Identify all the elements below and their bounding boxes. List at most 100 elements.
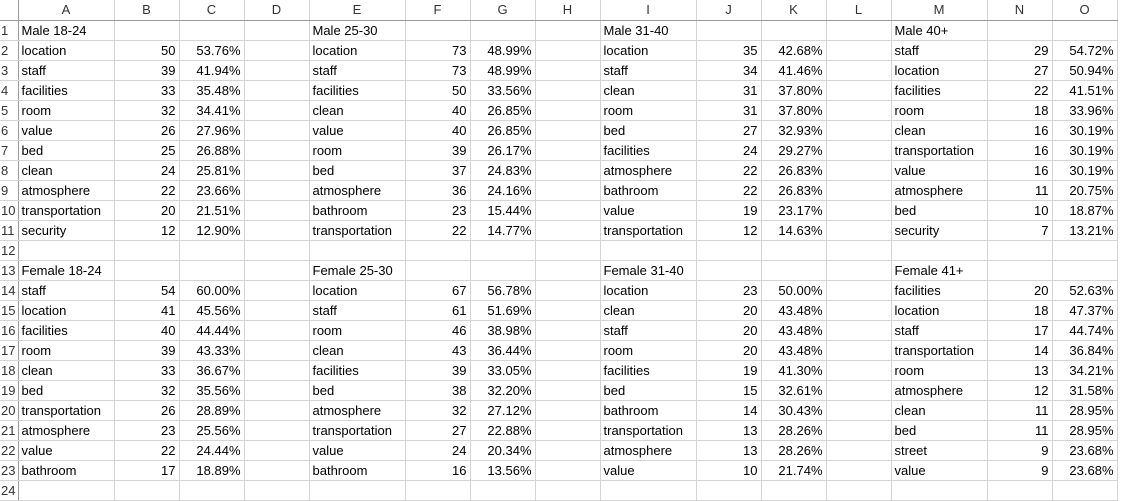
cell-b16[interactable]: 40 [114,320,180,341]
cell-n1[interactable] [987,20,1053,41]
cell-f19[interactable]: 38 [405,380,471,401]
cell-k6[interactable]: 32.93% [761,120,827,141]
cell-e11[interactable]: transportation [309,220,406,241]
cell-d2[interactable] [244,40,310,61]
cell-n4[interactable]: 22 [987,80,1053,101]
cell-a24[interactable] [18,480,115,501]
column-header-k[interactable]: K [761,0,827,21]
cell-f14[interactable]: 67 [405,280,471,301]
cell-i2[interactable]: location [600,40,697,61]
cell-o7[interactable]: 30.19% [1052,140,1118,161]
cell-b21[interactable]: 23 [114,420,180,441]
cell-e10[interactable]: bathroom [309,200,406,221]
cell-k3[interactable]: 41.46% [761,60,827,81]
column-header-i[interactable]: I [600,0,697,21]
row-header[interactable]: 18 [0,360,19,381]
cell-o24[interactable] [1052,480,1118,501]
row-header[interactable]: 10 [0,200,19,221]
cell-n7[interactable]: 16 [987,140,1053,161]
cell-l6[interactable] [826,120,892,141]
row-header[interactable]: 6 [0,120,19,141]
cell-g20[interactable]: 27.12% [470,400,536,421]
cell-d19[interactable] [244,380,310,401]
cell-k12[interactable] [761,240,827,261]
cell-h18[interactable] [535,360,601,381]
cell-b13[interactable] [114,260,180,281]
cell-l12[interactable] [826,240,892,261]
cell-f11[interactable]: 22 [405,220,471,241]
cell-j12[interactable] [696,240,762,261]
cell-l3[interactable] [826,60,892,81]
column-header-e[interactable]: E [309,0,406,21]
cell-h16[interactable] [535,320,601,341]
cell-h24[interactable] [535,480,601,501]
cell-n22[interactable]: 9 [987,440,1053,461]
cell-b1[interactable] [114,20,180,41]
cell-c24[interactable] [179,480,245,501]
cell-g4[interactable]: 33.56% [470,80,536,101]
cell-b8[interactable]: 24 [114,160,180,181]
cell-e23[interactable]: bathroom [309,460,406,481]
cell-e16[interactable]: room [309,320,406,341]
cell-l4[interactable] [826,80,892,101]
cell-c6[interactable]: 27.96% [179,120,245,141]
cell-b20[interactable]: 26 [114,400,180,421]
cell-g6[interactable]: 26.85% [470,120,536,141]
row-header[interactable]: 11 [0,220,19,241]
row-header[interactable]: 23 [0,460,19,481]
cell-d3[interactable] [244,60,310,81]
cell-e2[interactable]: location [309,40,406,61]
cell-e15[interactable]: staff [309,300,406,321]
row-header[interactable]: 17 [0,340,19,361]
cell-i9[interactable]: bathroom [600,180,697,201]
column-header-j[interactable]: J [696,0,762,21]
cell-f17[interactable]: 43 [405,340,471,361]
cell-i8[interactable]: atmosphere [600,160,697,181]
cell-l13[interactable] [826,260,892,281]
cell-g15[interactable]: 51.69% [470,300,536,321]
cell-f13[interactable] [405,260,471,281]
cell-e22[interactable]: value [309,440,406,461]
cell-c10[interactable]: 21.51% [179,200,245,221]
cell-i11[interactable]: transportation [600,220,697,241]
cell-l11[interactable] [826,220,892,241]
cell-h19[interactable] [535,380,601,401]
cell-g1[interactable] [470,20,536,41]
cell-m7[interactable]: transportation [891,140,988,161]
cell-j18[interactable]: 19 [696,360,762,381]
row-header[interactable]: 13 [0,260,19,281]
cell-d14[interactable] [244,280,310,301]
cell-j19[interactable]: 15 [696,380,762,401]
cell-f22[interactable]: 24 [405,440,471,461]
cell-a9[interactable]: atmosphere [18,180,115,201]
cell-i10[interactable]: value [600,200,697,221]
cell-l16[interactable] [826,320,892,341]
cell-e21[interactable]: transportation [309,420,406,441]
cell-j22[interactable]: 13 [696,440,762,461]
cell-i22[interactable]: atmosphere [600,440,697,461]
cell-i15[interactable]: clean [600,300,697,321]
cell-k5[interactable]: 37.80% [761,100,827,121]
cell-d9[interactable] [244,180,310,201]
cell-n17[interactable]: 14 [987,340,1053,361]
cell-o13[interactable] [1052,260,1118,281]
cell-i12[interactable] [600,240,697,261]
cell-n11[interactable]: 7 [987,220,1053,241]
cell-f9[interactable]: 36 [405,180,471,201]
cell-o10[interactable]: 18.87% [1052,200,1118,221]
cell-l8[interactable] [826,160,892,181]
cell-h17[interactable] [535,340,601,361]
cell-c16[interactable]: 44.44% [179,320,245,341]
row-header[interactable]: 19 [0,380,19,401]
cell-j10[interactable]: 19 [696,200,762,221]
cell-m24[interactable] [891,480,988,501]
cell-o2[interactable]: 54.72% [1052,40,1118,61]
cell-b15[interactable]: 41 [114,300,180,321]
cell-b5[interactable]: 32 [114,100,180,121]
cell-n6[interactable]: 16 [987,120,1053,141]
cell-j3[interactable]: 34 [696,60,762,81]
cell-a6[interactable]: value [18,120,115,141]
cell-n13[interactable] [987,260,1053,281]
cell-a4[interactable]: facilities [18,80,115,101]
cell-h11[interactable] [535,220,601,241]
